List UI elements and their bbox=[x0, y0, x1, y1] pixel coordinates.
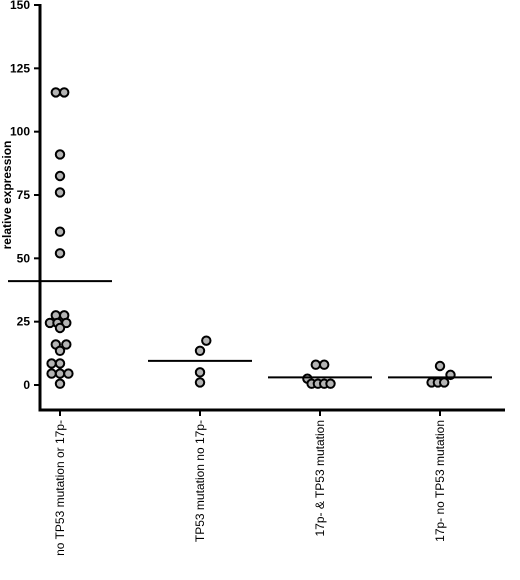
data-point bbox=[310, 359, 321, 370]
y-tick-label: 75 bbox=[17, 188, 31, 202]
y-tick-label: 0 bbox=[23, 378, 30, 392]
x-category-label: 17p- no TP53 mutation bbox=[433, 420, 447, 542]
data-point bbox=[50, 87, 61, 98]
data-point bbox=[54, 322, 66, 334]
y-axis-title: relative expression bbox=[0, 141, 14, 250]
y-tick-label: 100 bbox=[10, 125, 30, 139]
x-category-label: TP53 mutation no 17p- bbox=[193, 420, 207, 542]
data-point bbox=[54, 149, 66, 160]
data-point bbox=[54, 345, 66, 356]
x-category-label: 17p- & TP53 mutation bbox=[313, 420, 327, 537]
x-axis-categories: no TP53 mutation or 17p- TP53 mutation no… bbox=[53, 410, 447, 556]
data-point bbox=[54, 248, 66, 259]
data-point bbox=[46, 358, 57, 369]
data-point bbox=[434, 360, 446, 372]
data-point bbox=[54, 187, 66, 198]
data-point bbox=[194, 367, 206, 378]
data-point bbox=[325, 378, 336, 389]
y-tick-label: 25 bbox=[17, 315, 31, 329]
data-point bbox=[54, 378, 66, 389]
data-point bbox=[194, 377, 206, 388]
data-point bbox=[58, 87, 70, 98]
data-points bbox=[44, 87, 456, 389]
data-point bbox=[46, 368, 57, 379]
data-point bbox=[54, 170, 66, 182]
x-category-label: no TP53 mutation or 17p- bbox=[53, 420, 67, 556]
data-point bbox=[63, 368, 74, 379]
y-tick-label: 150 bbox=[10, 0, 30, 12]
data-point bbox=[54, 368, 66, 379]
y-tick-label: 125 bbox=[10, 61, 30, 75]
y-tick-label: 50 bbox=[17, 251, 31, 265]
data-point bbox=[201, 335, 212, 346]
data-point bbox=[194, 345, 206, 356]
data-point bbox=[319, 359, 330, 370]
data-point bbox=[54, 358, 66, 369]
mean-lines bbox=[8, 280, 492, 379]
axes bbox=[38, 4, 505, 412]
y-axis-ticks: 0 25 50 75 100 125 150 bbox=[10, 0, 40, 392]
data-point bbox=[61, 339, 72, 350]
data-point bbox=[439, 377, 450, 388]
data-point bbox=[54, 226, 66, 237]
